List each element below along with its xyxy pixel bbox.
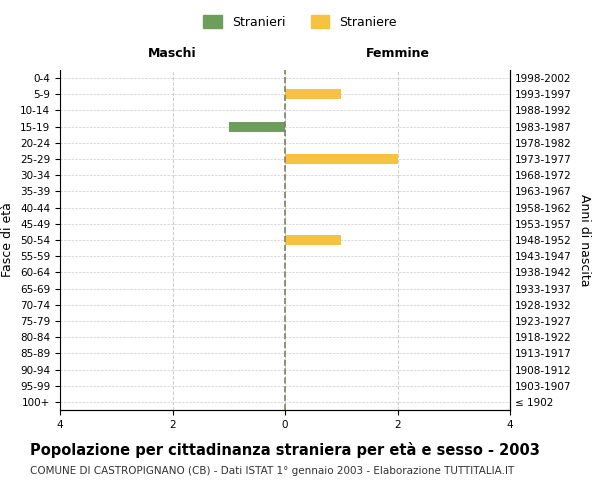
Bar bbox=[229, 122, 285, 132]
Legend: Stranieri, Straniere: Stranieri, Straniere bbox=[199, 11, 401, 32]
Text: Maschi: Maschi bbox=[148, 48, 197, 60]
Text: COMUNE DI CASTROPIGNANO (CB) - Dati ISTAT 1° gennaio 2003 - Elaborazione TUTTITA: COMUNE DI CASTROPIGNANO (CB) - Dati ISTA… bbox=[30, 466, 514, 476]
Y-axis label: Fasce di età: Fasce di età bbox=[1, 202, 14, 278]
Text: Femmine: Femmine bbox=[365, 48, 430, 60]
Bar bbox=[285, 235, 341, 245]
Text: Popolazione per cittadinanza straniera per età e sesso - 2003: Popolazione per cittadinanza straniera p… bbox=[30, 442, 540, 458]
Bar bbox=[285, 154, 398, 164]
Y-axis label: Anni di nascita: Anni di nascita bbox=[578, 194, 591, 286]
Bar bbox=[285, 90, 341, 99]
